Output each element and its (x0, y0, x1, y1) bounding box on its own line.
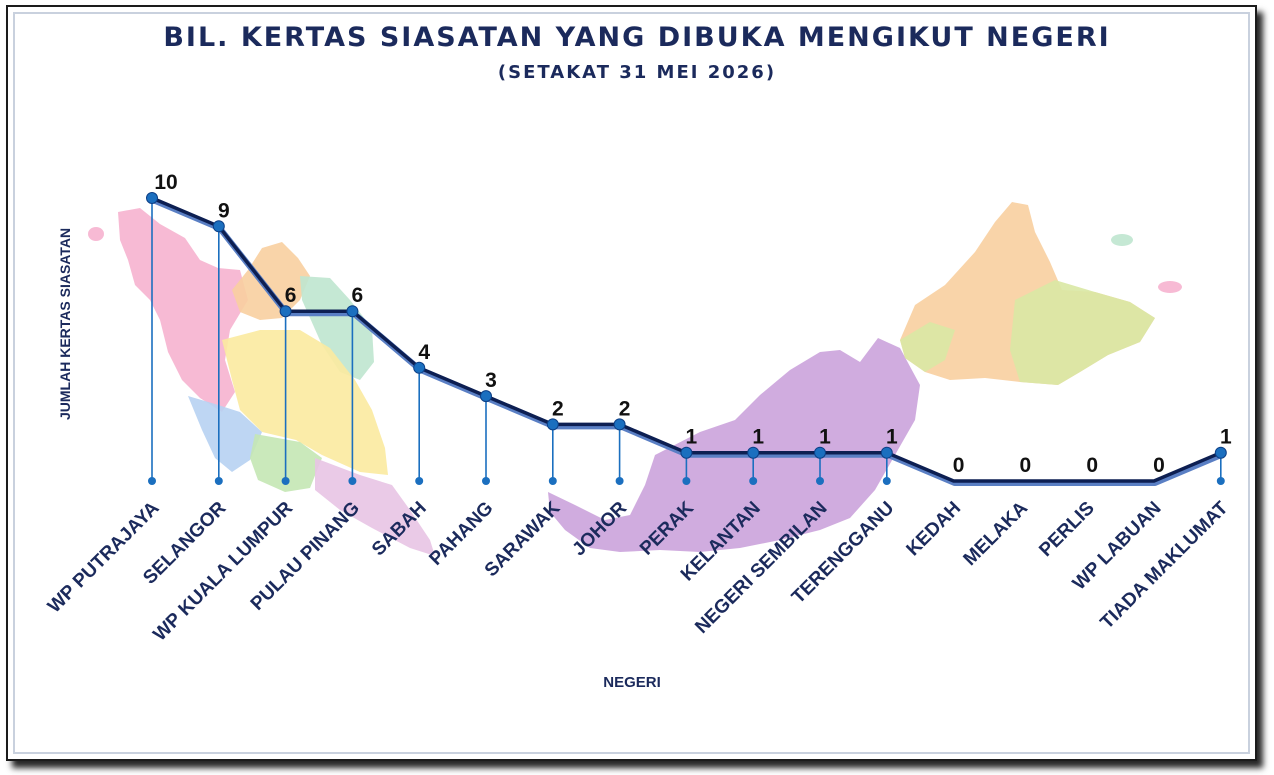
stem-lines (148, 198, 1225, 485)
data-label: 1 (752, 426, 764, 449)
data-label: 6 (285, 284, 297, 307)
stem-base-marker (682, 477, 691, 485)
stem-base-marker (615, 477, 624, 485)
stem-base-marker (749, 477, 758, 485)
data-point (480, 390, 492, 403)
data-point (546, 418, 559, 431)
x-tick-label: WP PUTRAJAYA (44, 497, 164, 617)
data-point (413, 361, 426, 374)
y-axis-label: JUMLAH KERTAS SIASATAN (57, 227, 73, 420)
data-label: 6 (352, 284, 364, 307)
data-point (279, 305, 292, 318)
data-label: 9 (218, 199, 230, 222)
data-label: 0 (1086, 454, 1098, 477)
data-point (346, 305, 359, 318)
data-label: 0 (1020, 454, 1032, 477)
chart-title: BIL. KERTAS SIASATAN YANG DIBUKA MENGIKU… (163, 22, 1111, 53)
stem-base-marker (882, 477, 891, 485)
data-points (146, 192, 1227, 459)
stem-base-marker (816, 477, 824, 485)
data-label: 1 (1220, 426, 1232, 449)
data-label: 0 (1153, 454, 1165, 477)
stem-base-marker (214, 477, 223, 485)
stem-base-marker (1216, 477, 1225, 485)
x-tick-label: PERLIS (1035, 498, 1098, 561)
data-point (814, 446, 826, 459)
data-point (613, 418, 626, 431)
data-point (747, 446, 760, 459)
data-point (680, 446, 693, 459)
data-label: 10 (154, 171, 177, 194)
stem-base-marker (148, 477, 156, 485)
x-tick-label: KEDAH (903, 498, 966, 561)
x-tick-label: PAHANG (425, 498, 497, 570)
data-point (880, 446, 893, 459)
stem-base-marker (415, 477, 424, 485)
data-point (146, 192, 158, 204)
stem-base-marker (348, 477, 357, 485)
data-label: 4 (418, 341, 430, 364)
chart-subtitle: (SETAKAT 31 MEI 2026) (497, 62, 777, 83)
stem-base-marker (281, 477, 290, 485)
data-label: 1 (819, 426, 831, 449)
x-tick-label: TIADA MAKLUMAT (1097, 497, 1233, 633)
data-label: 3 (485, 369, 497, 392)
stem-base-marker (548, 477, 557, 485)
data-label: 0 (953, 454, 965, 477)
malaysia-map-decoration (88, 202, 1182, 556)
data-point (1214, 446, 1227, 459)
stem-base-marker (482, 477, 490, 485)
data-label: 1 (686, 426, 698, 449)
data-point (212, 220, 225, 233)
data-label: 1 (886, 426, 898, 449)
data-label: 2 (619, 397, 631, 420)
data-label: 2 (552, 397, 564, 420)
x-axis-label: NEGERI (603, 674, 661, 691)
x-tick-label: MELAKA (960, 497, 1033, 570)
